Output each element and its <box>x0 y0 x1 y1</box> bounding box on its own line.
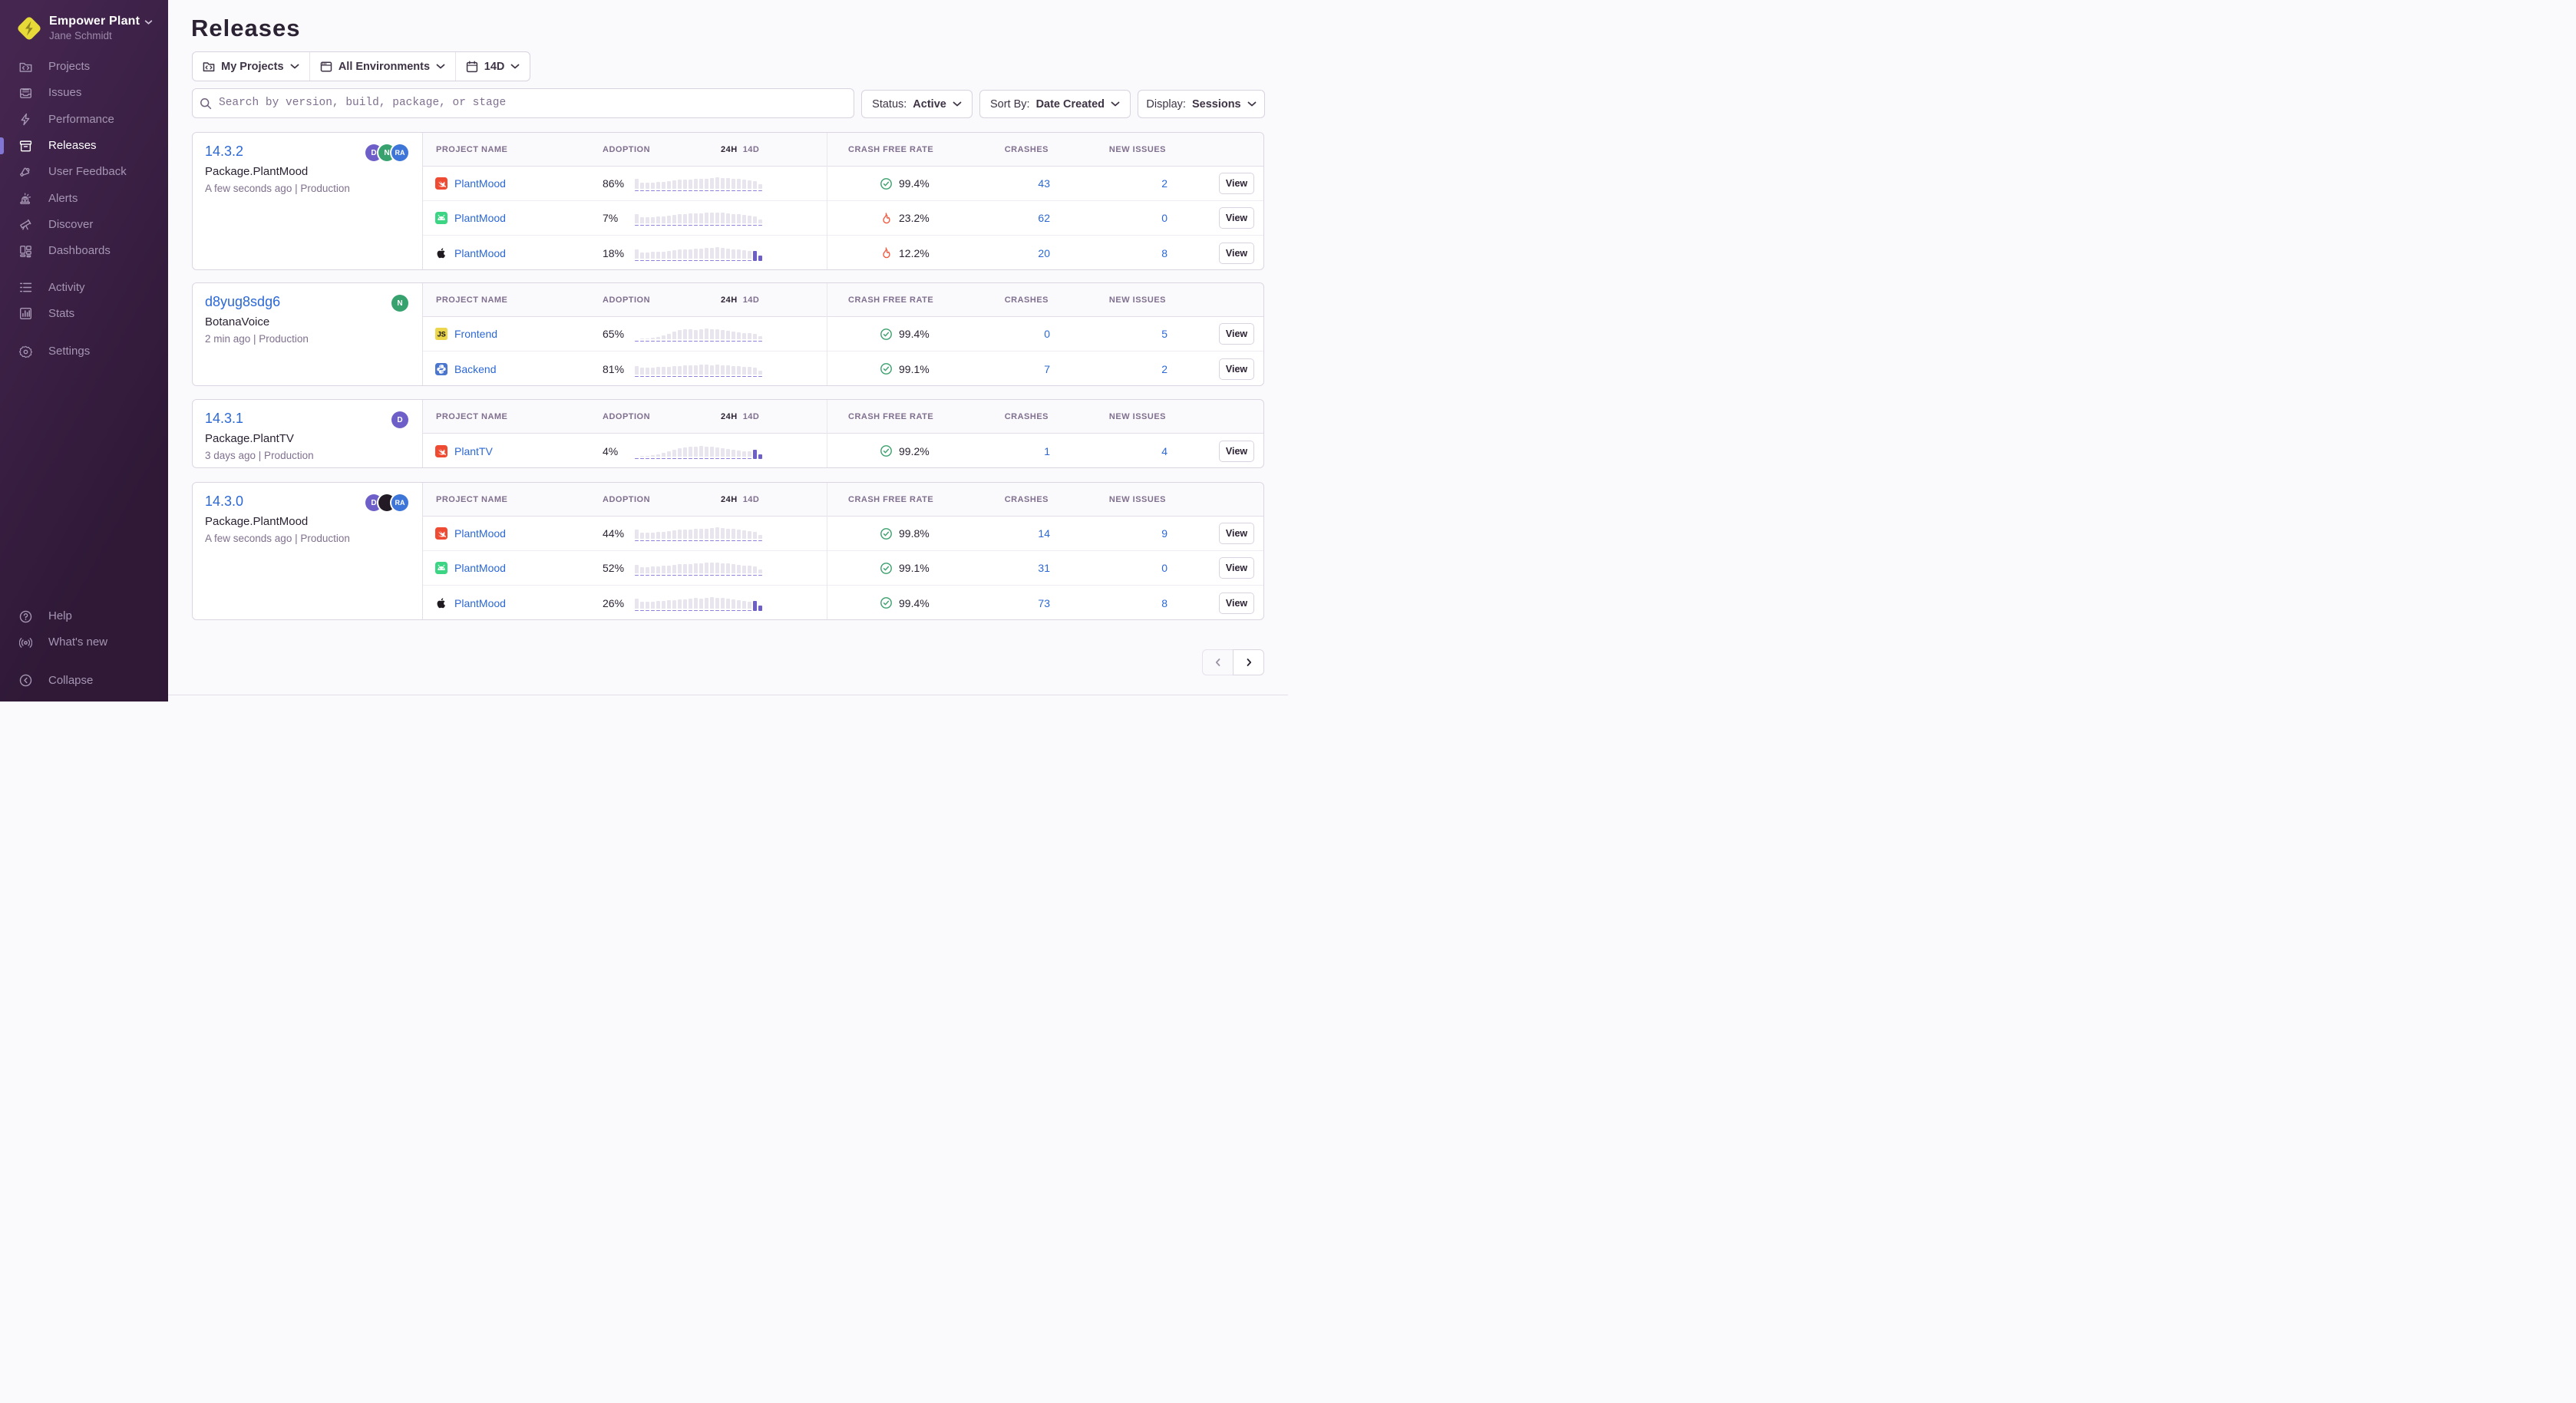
svg-text:JS: JS <box>438 331 446 338</box>
